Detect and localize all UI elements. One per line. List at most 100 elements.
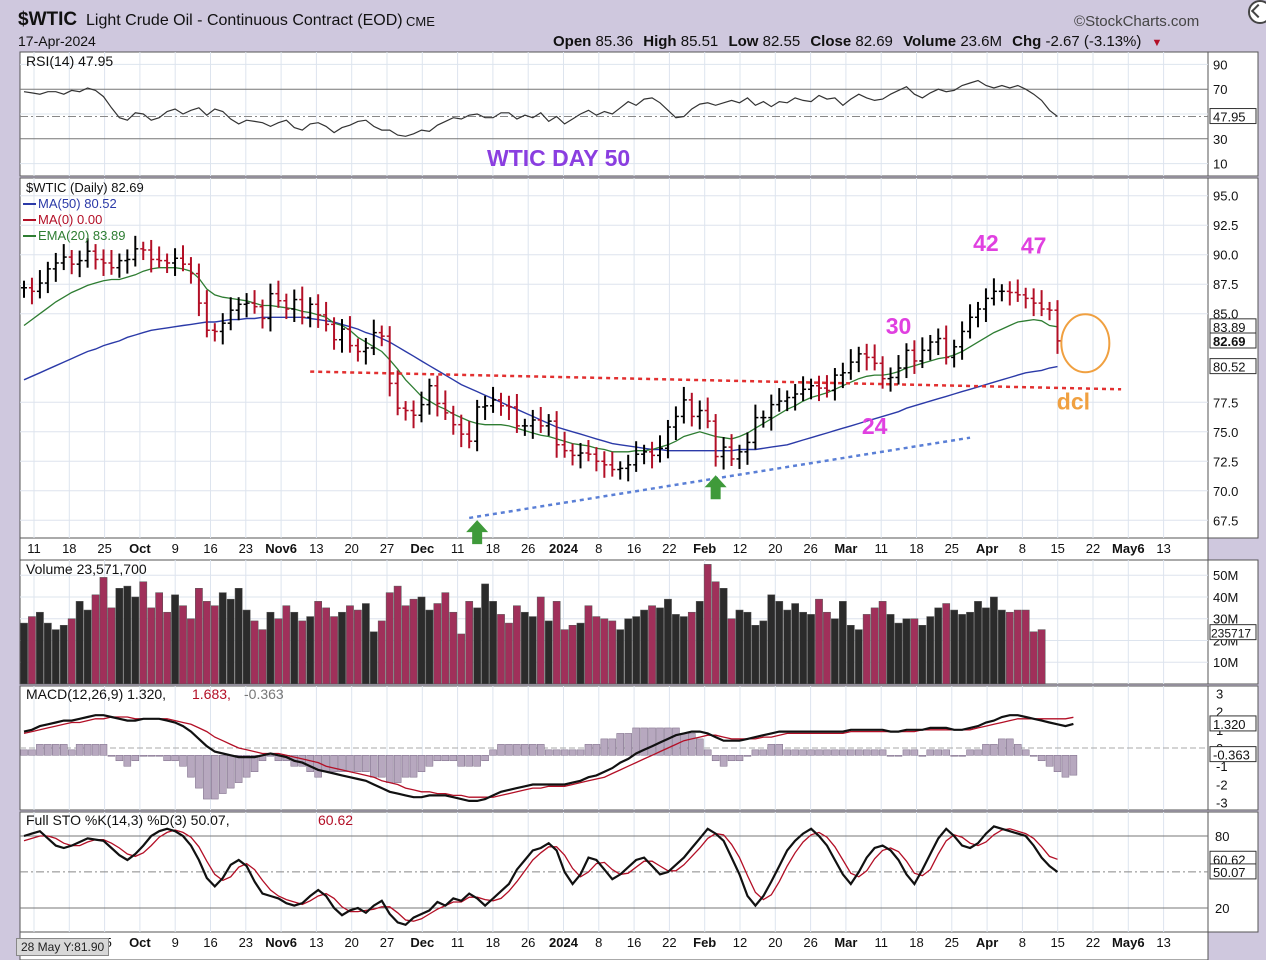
macd-histogram-bar [171, 755, 179, 762]
volume-bar [107, 607, 116, 685]
macd-histogram-bar [36, 744, 44, 756]
x-tick-label: 20 [344, 541, 358, 556]
x-tick-label: 22 [1086, 541, 1100, 556]
volume-bar [751, 625, 760, 685]
collapse-icon[interactable] [1248, 0, 1266, 24]
macd-histogram-bar [862, 749, 871, 756]
macd-histogram-bar [219, 755, 227, 794]
x-tick-label: 18 [486, 935, 500, 950]
x-tick-label: 11 [874, 541, 888, 556]
x-tick-label: Nov6 [265, 935, 297, 950]
macd-histogram-bar [250, 755, 259, 772]
annotation-dcl: dcl [1057, 388, 1090, 414]
macd-histogram-bar [354, 755, 362, 772]
volume-bar [362, 603, 370, 685]
volume-bar [703, 564, 712, 685]
macd-histogram-bar [815, 749, 823, 756]
volume-bar [640, 609, 648, 685]
volume-bar [139, 581, 148, 685]
volume-bar [854, 629, 863, 685]
macd-histogram-bar [107, 755, 116, 757]
volume-bar [823, 611, 831, 685]
volume-bar [982, 607, 990, 685]
macd-histogram-bar [552, 749, 561, 756]
volume-bar [544, 620, 553, 685]
macd-histogram-bar [918, 755, 927, 757]
volume-bar [171, 594, 179, 685]
volume-bar [799, 611, 807, 685]
macd-histogram-bar [664, 727, 672, 756]
x-tick-label: 12 [733, 541, 747, 556]
volume-bar [425, 609, 434, 685]
volume-bar [417, 596, 426, 685]
volume-bar [393, 585, 402, 685]
volume-bar [862, 614, 871, 685]
macd-histogram-bar [513, 744, 521, 756]
x-tick-label: 20 [344, 935, 358, 950]
volume-bar [147, 607, 156, 685]
macd-histogram-bar [926, 749, 935, 756]
volume-bar [369, 631, 378, 685]
volume-bar [218, 592, 227, 685]
x-tick-label: 26 [803, 541, 817, 556]
volume-bar [346, 605, 354, 685]
rsi-y-tick: 10 [1213, 157, 1227, 172]
macd-histogram-bar [672, 727, 680, 756]
macd-hist-tag: -0.363 [1213, 748, 1250, 763]
x-tick-label: 18 [62, 541, 76, 556]
price-y-tick: 95.0 [1213, 189, 1238, 204]
x-tick-label: 27 [380, 935, 394, 950]
macd-histogram-bar [743, 755, 752, 757]
macd-histogram-bar [735, 755, 744, 762]
macd-histogram-bar [211, 755, 219, 800]
volume-bar [735, 609, 744, 685]
volume-bar [473, 607, 481, 685]
down-arrow-icon: ▼ [1151, 37, 1163, 49]
x-tick-label: 26 [521, 935, 535, 950]
macd-histogram-bar [457, 755, 465, 767]
macd-histogram-bar [910, 749, 919, 756]
ohlc-label: Low [728, 33, 763, 50]
sto-k-line [23, 825, 1059, 927]
macd-histogram-bar [529, 744, 537, 756]
macd-histogram-bar [362, 755, 370, 772]
macd-histogram-bar [870, 749, 879, 756]
x-tick-label: 15 [1050, 935, 1064, 950]
volume-bar [338, 611, 346, 685]
volume-bar [266, 611, 275, 685]
volume-bar [44, 622, 52, 685]
exchange-label: CME [406, 14, 435, 29]
macd-histogram-bar [847, 749, 855, 756]
x-tick-label: Dec [410, 541, 434, 556]
macd-histogram-bar [632, 727, 640, 756]
macd-histogram-bar [378, 755, 386, 778]
macd-value-tag-box [1209, 715, 1257, 732]
volume-bar [846, 625, 855, 685]
volume-bar [719, 588, 728, 685]
macd-histogram-bar [433, 755, 442, 762]
volume-bar [441, 592, 450, 685]
macd-histogram-bar [1014, 744, 1022, 756]
macd-histogram-bar [592, 744, 601, 756]
macd-histogram-bar [234, 755, 243, 783]
volume-bar [187, 618, 195, 685]
x-tick-label: 27 [380, 541, 394, 556]
x-tick-label: 16 [203, 541, 217, 556]
volume-bar [385, 592, 394, 685]
volume-bar [457, 633, 466, 685]
annotation-42: 42 [973, 230, 999, 256]
macd-histogram-bar [521, 744, 529, 756]
macd-histogram-bar [147, 755, 155, 757]
macd-histogram-bar [807, 749, 815, 756]
ohlc-value: 85.36 [595, 33, 638, 50]
macd-y-tick: -3 [1216, 796, 1228, 811]
volume-bar [632, 616, 640, 685]
x-tick-label: Dec [410, 935, 434, 950]
axis-price [1207, 177, 1259, 539]
macd-histogram-bar [783, 749, 791, 756]
volume-bar [616, 629, 625, 685]
price-y-tick: 67.5 [1213, 513, 1238, 528]
volume-bar [75, 601, 84, 685]
volume-bar [767, 594, 776, 685]
